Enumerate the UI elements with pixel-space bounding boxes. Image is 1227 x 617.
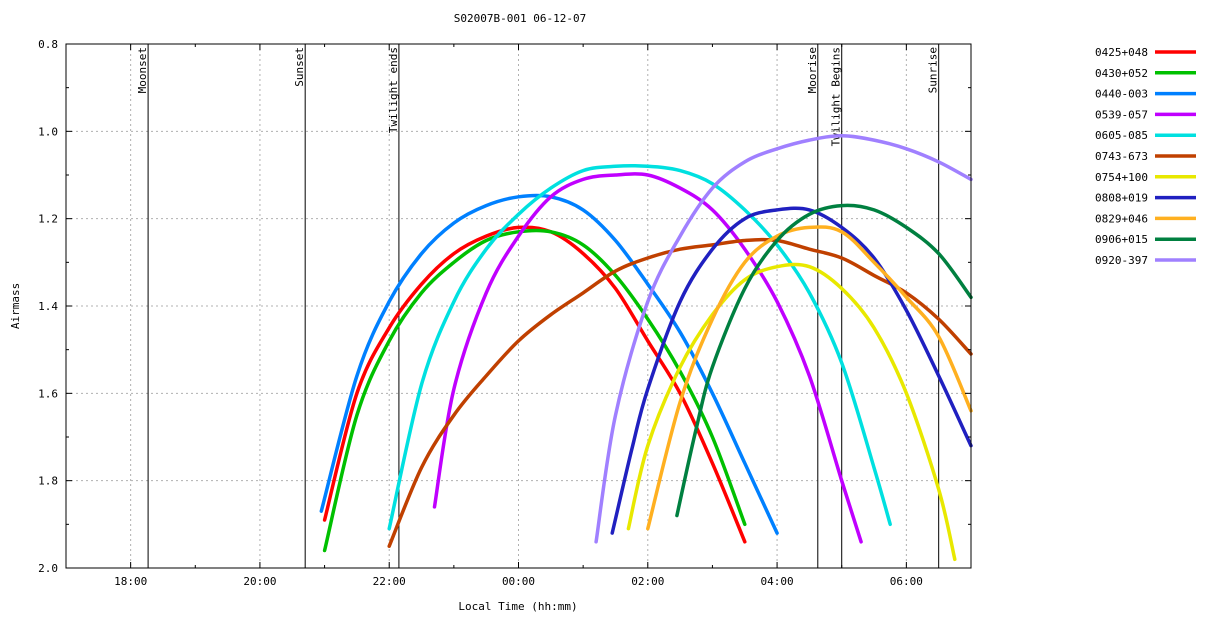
- event-label: Twilight ends: [387, 47, 400, 133]
- series-line: [646, 225, 973, 531]
- x-tick-label: 06:00: [890, 575, 923, 588]
- legend: 0425+048 0430+052 0440-003 0539-057 0605-085…: [1095, 46, 1196, 267]
- series-line: [387, 163, 892, 531]
- legend-label: 0920-397: [1095, 254, 1148, 267]
- x-tick-label: 04:00: [761, 575, 794, 588]
- axis-ticks: 18:00 20:00 22:00 00:00 02:00 04:00 06:00 0.8 1.…: [38, 38, 972, 588]
- legend-label: 0440-003: [1095, 88, 1148, 101]
- x-axis-label: Local Time (hh:mm): [458, 600, 577, 613]
- y-tick-label: 1.0: [38, 125, 58, 138]
- series-line: [322, 228, 747, 553]
- y-tick-label: 1.8: [38, 475, 58, 488]
- x-tick-label: 20:00: [243, 575, 276, 588]
- event-markers: Moonset Sunset Twilight ends Moorise Twiligh…: [136, 44, 940, 568]
- legend-label: 0906+015: [1095, 233, 1148, 246]
- series-line: [432, 172, 863, 544]
- legend-label: 0539-057: [1095, 108, 1148, 121]
- legend-label: 0743-673: [1095, 150, 1148, 163]
- series-line: [675, 203, 973, 518]
- y-tick-label: 1.2: [38, 213, 58, 226]
- series-line: [594, 133, 973, 544]
- series-lines: [319, 133, 973, 562]
- series-line: [610, 206, 973, 535]
- legend-label: 0829+046: [1095, 212, 1148, 225]
- y-tick-label: 0.8: [38, 38, 58, 51]
- event-label: Moonset: [136, 47, 149, 93]
- legend-label: 0605-085: [1095, 129, 1148, 142]
- x-tick-label: 00:00: [502, 575, 535, 588]
- event-label: Sunset: [293, 47, 306, 87]
- chart-title: S02007B-001 06-12-07: [454, 12, 586, 25]
- legend-label: 0430+052: [1095, 67, 1148, 80]
- series-line: [322, 225, 747, 544]
- x-tick-label: 22:00: [373, 575, 406, 588]
- legend-label: 0754+100: [1095, 171, 1148, 184]
- event-label: Sunrise: [927, 47, 940, 93]
- y-tick-label: 2.0: [38, 562, 58, 575]
- y-tick-label: 1.4: [38, 300, 58, 313]
- legend-label: 0425+048: [1095, 46, 1148, 59]
- legend-label: 0808+019: [1095, 192, 1148, 205]
- x-tick-label: 18:00: [114, 575, 147, 588]
- series-line: [626, 262, 957, 562]
- event-label: Twilight Begins: [830, 47, 843, 146]
- event-label: Moorise: [806, 47, 819, 93]
- y-axis-label: Airmass: [9, 283, 22, 329]
- y-tick-label: 1.6: [38, 387, 58, 400]
- series-line: [387, 237, 973, 548]
- x-tick-label: 02:00: [631, 575, 664, 588]
